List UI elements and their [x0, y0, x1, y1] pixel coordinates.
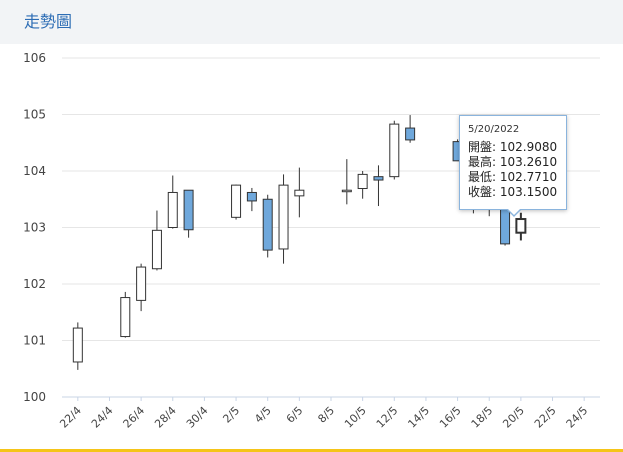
chart-title: 走勢圖 — [24, 12, 73, 31]
x-tick-label: 2/5 — [220, 404, 242, 426]
candle-body — [151, 229, 162, 270]
x-tick-label: 16/5 — [437, 404, 464, 431]
candle-body — [357, 173, 368, 190]
x-tick-label: 22/4 — [57, 404, 84, 431]
y-tick-label: 104 — [23, 164, 46, 178]
candle-body — [136, 266, 147, 301]
x-tick-label: 6/5 — [284, 404, 306, 426]
candle-body — [389, 123, 400, 178]
candle-body — [405, 127, 416, 141]
y-tick-label: 102 — [23, 277, 46, 291]
x-tick-label: 14/5 — [405, 404, 432, 431]
tooltip-close: 收盤: 103.1500 — [468, 185, 558, 199]
candle-body — [341, 189, 352, 193]
x-tick-label: 26/4 — [121, 404, 148, 431]
x-tick-label: 20/5 — [500, 404, 527, 431]
y-tick-label: 106 — [23, 51, 46, 65]
header-bar: 走勢圖 — [0, 0, 623, 44]
tooltip-high: 最高: 103.2610 — [468, 155, 558, 169]
tooltip-date: 5/20/2022 — [468, 124, 520, 135]
y-tick-label: 100 — [23, 390, 46, 404]
x-tick-label: 8/5 — [315, 404, 337, 426]
chart-area: 100 101 102 103 104 105 106 22/4 24/4 26/4 28/4 30/… — [0, 44, 623, 448]
y-tick-label: 101 — [23, 334, 46, 348]
candle-body — [183, 189, 194, 231]
candle-body — [262, 198, 273, 251]
x-tick-label: 24/4 — [89, 404, 116, 431]
x-tick-label: 22/5 — [532, 404, 559, 431]
candle-body — [515, 218, 527, 234]
bottom-accent-line — [0, 449, 623, 452]
candle-body — [72, 327, 83, 363]
x-tick-label: 30/4 — [184, 404, 211, 431]
x-tick-label: 18/5 — [469, 404, 496, 431]
x-tick-label: 10/5 — [342, 404, 369, 431]
x-tick-label: 24/5 — [564, 404, 591, 431]
y-tick-label: 103 — [23, 221, 46, 235]
price-tooltip: 5/20/2022 開盤: 102.9080 最高: 103.2610 最低: … — [459, 115, 567, 217]
tooltip-pointer-fill — [507, 208, 521, 215]
tooltip-low: 最低: 102.7710 — [468, 170, 558, 184]
candle-body — [373, 176, 384, 181]
candle-body — [167, 191, 178, 228]
candle-body — [294, 189, 305, 197]
candle-body — [120, 297, 131, 338]
x-tick-label: 28/4 — [152, 404, 179, 431]
candle-body — [231, 184, 242, 218]
candle-body — [278, 184, 289, 250]
x-tick-label: 12/5 — [374, 404, 401, 431]
candle-body — [246, 191, 257, 202]
x-tick-label: 4/5 — [252, 404, 274, 426]
tooltip-open: 開盤: 102.9080 — [468, 140, 558, 154]
y-tick-label: 105 — [23, 108, 46, 122]
candlestick-chart: 100 101 102 103 104 105 106 22/4 24/4 26/4 28/4 30/… — [23, 51, 600, 431]
